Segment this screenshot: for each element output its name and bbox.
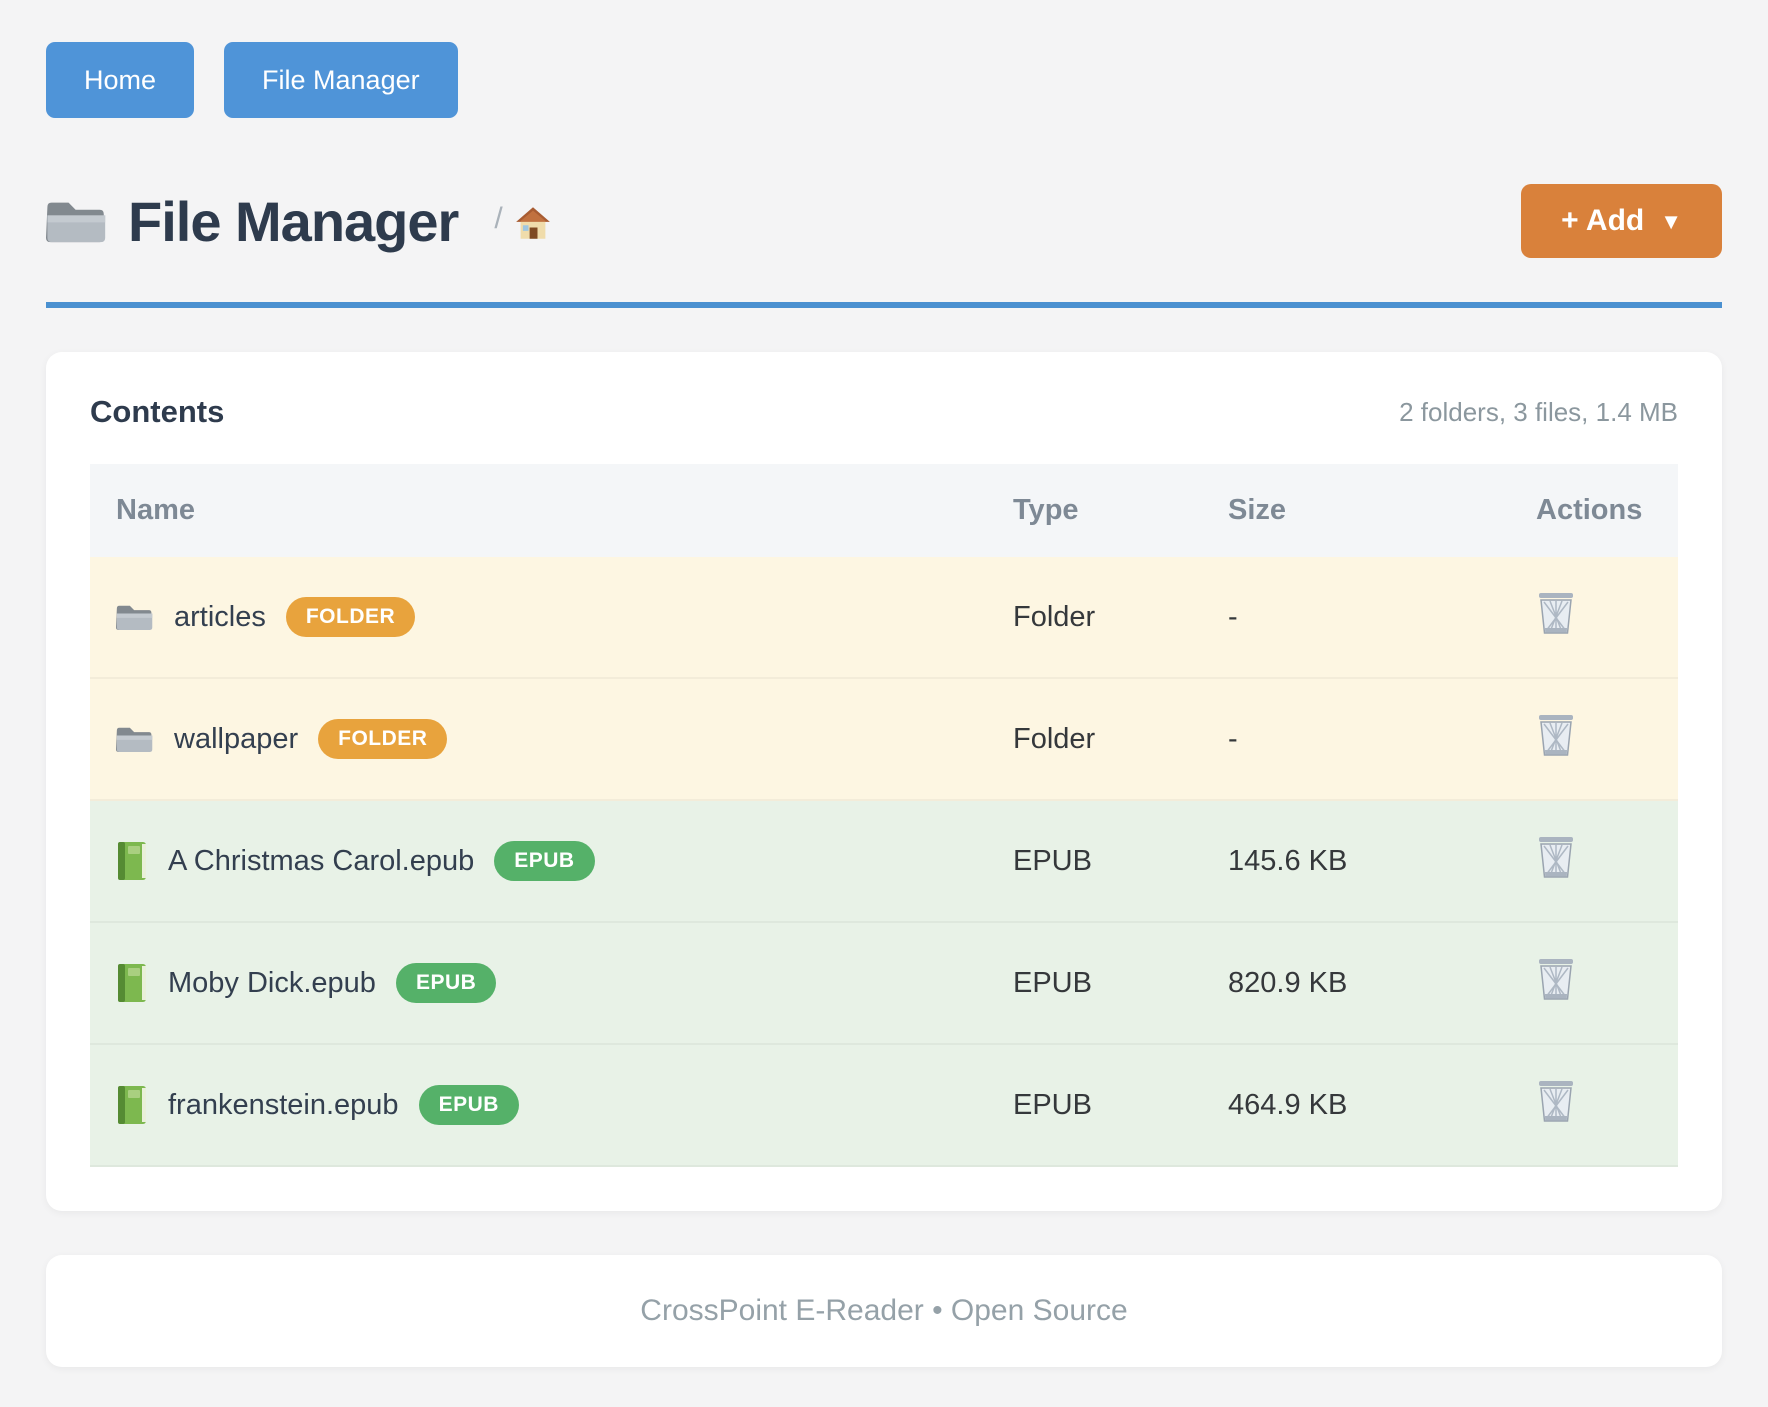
- file-size: 464.9 KB: [1228, 1088, 1348, 1121]
- file-size: 145.6 KB: [1228, 844, 1348, 877]
- contents-summary: 2 folders, 3 files, 1.4 MB: [1399, 396, 1678, 427]
- delete-button[interactable]: [1536, 591, 1576, 635]
- delete-button[interactable]: [1536, 957, 1576, 1001]
- title-rule: [46, 302, 1722, 308]
- trash-icon: [1538, 836, 1574, 878]
- book-icon: [118, 842, 146, 880]
- trash-icon: [1538, 1080, 1574, 1122]
- trash-icon: [1538, 592, 1574, 634]
- page-header: File Manager / + Add ▼: [46, 184, 1722, 258]
- footer: CrossPoint E-Reader • Open Source: [46, 1255, 1722, 1367]
- delete-button[interactable]: [1536, 1079, 1576, 1123]
- table-row: wallpaper FOLDER Folder -: [90, 679, 1678, 801]
- table-row: articles FOLDER Folder -: [90, 557, 1678, 679]
- table-row: Moby Dick.epub EPUB EPUB 820.9 KB: [90, 923, 1678, 1045]
- file-size: 820.9 KB: [1228, 966, 1348, 999]
- contents-card: Contents 2 folders, 3 files, 1.4 MB Name…: [46, 352, 1722, 1211]
- file-size: -: [1228, 722, 1238, 755]
- contents-title: Contents: [90, 394, 225, 429]
- folder-icon: [46, 202, 106, 243]
- folder-icon: [116, 605, 153, 630]
- folder-icon: [116, 727, 153, 752]
- file-type: Folder: [1013, 722, 1096, 755]
- type-badge: EPUB: [395, 963, 497, 1003]
- title-wrap: File Manager /: [46, 189, 551, 254]
- file-size: -: [1228, 600, 1238, 633]
- file-name[interactable]: A Christmas Carol.epub: [168, 844, 475, 877]
- chevron-down-icon: ▼: [1660, 209, 1682, 234]
- file-type: EPUB: [1013, 1088, 1092, 1121]
- table-body: articles FOLDER Folder - wallpaper FOLDE…: [90, 557, 1678, 1167]
- delete-button[interactable]: [1536, 835, 1576, 879]
- type-badge: EPUB: [418, 1085, 519, 1125]
- home-button[interactable]: Home: [46, 42, 195, 118]
- type-badge: EPUB: [494, 841, 595, 881]
- breadcrumb-separator: /: [494, 202, 503, 235]
- file-name[interactable]: frankenstein.epub: [168, 1088, 399, 1121]
- type-badge: FOLDER: [318, 719, 448, 759]
- file-name[interactable]: articles: [174, 600, 266, 633]
- table-row: frankenstein.epub EPUB EPUB 464.9 KB: [90, 1045, 1678, 1167]
- table-header-row: Name Type Size Actions: [90, 464, 1678, 557]
- column-header-type: Type: [1013, 494, 1079, 526]
- add-button[interactable]: + Add ▼: [1521, 184, 1722, 258]
- column-header-name: Name: [116, 494, 195, 526]
- file-type: Folder: [1013, 600, 1096, 633]
- add-button-label: + Add: [1561, 204, 1645, 237]
- contents-card-head: Contents 2 folders, 3 files, 1.4 MB: [90, 394, 1678, 430]
- file-name[interactable]: wallpaper: [174, 722, 299, 755]
- delete-button[interactable]: [1536, 713, 1576, 757]
- file-type: EPUB: [1013, 966, 1092, 999]
- file-name[interactable]: Moby Dick.epub: [168, 966, 376, 999]
- trash-icon: [1538, 958, 1574, 1000]
- footer-text: CrossPoint E-Reader • Open Source: [640, 1294, 1128, 1327]
- table-row: A Christmas Carol.epub EPUB EPUB 145.6 K…: [90, 801, 1678, 923]
- top-nav: Home File Manager: [46, 42, 1722, 118]
- page-title: File Manager: [128, 189, 459, 253]
- file-manager-button[interactable]: File Manager: [224, 42, 458, 118]
- trash-icon: [1538, 714, 1574, 756]
- type-badge: FOLDER: [285, 597, 416, 637]
- breadcrumb: /: [494, 202, 550, 240]
- book-icon: [118, 1086, 146, 1124]
- column-header-size: Size: [1228, 494, 1287, 526]
- house-icon[interactable]: [515, 206, 551, 240]
- book-icon: [118, 964, 146, 1002]
- file-table: Name Type Size Actions articles FOLDER F…: [90, 464, 1678, 1167]
- column-header-actions: Actions: [1536, 494, 1643, 526]
- file-type: EPUB: [1013, 844, 1092, 877]
